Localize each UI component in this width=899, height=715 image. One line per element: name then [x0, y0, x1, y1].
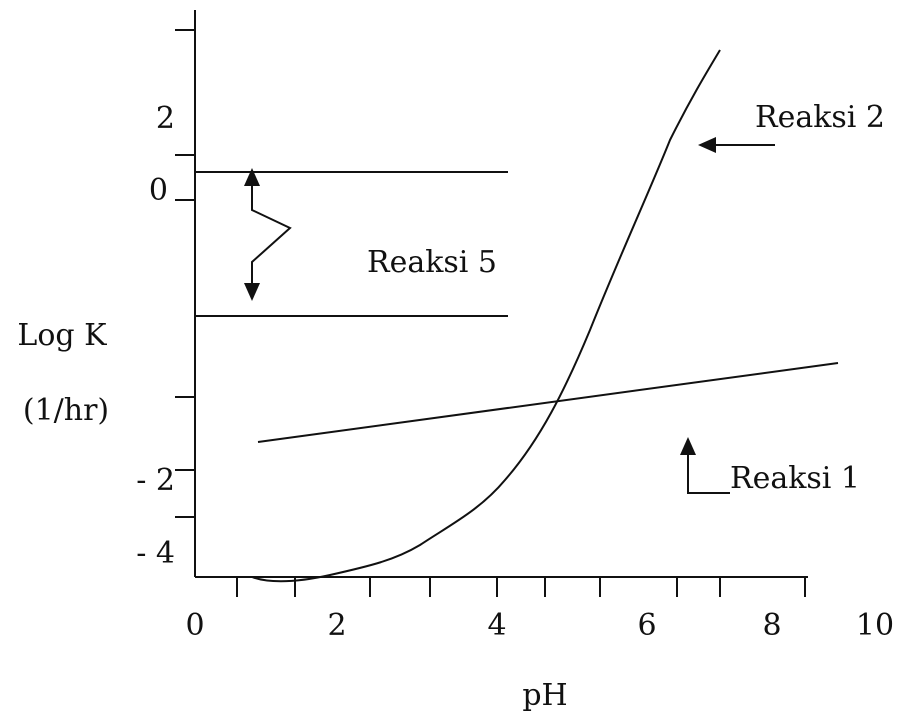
- axes: [175, 10, 808, 597]
- y-tick-label: 0: [149, 173, 168, 208]
- annotation: Reaksi 1: [730, 461, 860, 496]
- y-axis-label: Log K: [17, 318, 107, 353]
- x-tick-label: 10: [856, 608, 894, 643]
- arrowheads: [244, 137, 716, 455]
- x-tick-label: 6: [637, 608, 656, 643]
- x-axis-label: pH: [522, 678, 567, 713]
- y-tick-label: - 4: [136, 536, 175, 571]
- curves: [195, 49, 839, 583]
- x-tick-label: 0: [185, 608, 204, 643]
- y-tick-label: 2: [156, 101, 175, 136]
- x-tick-label: 2: [327, 608, 346, 643]
- annotation: Reaksi 5: [367, 245, 497, 280]
- x-tick-label: 4: [487, 608, 506, 643]
- y-tick-label: - 2: [136, 463, 175, 498]
- x-tick-label: 8: [762, 608, 781, 643]
- annotation: Reaksi 2: [755, 100, 885, 135]
- y-axis-unit: (1/hr): [23, 393, 109, 428]
